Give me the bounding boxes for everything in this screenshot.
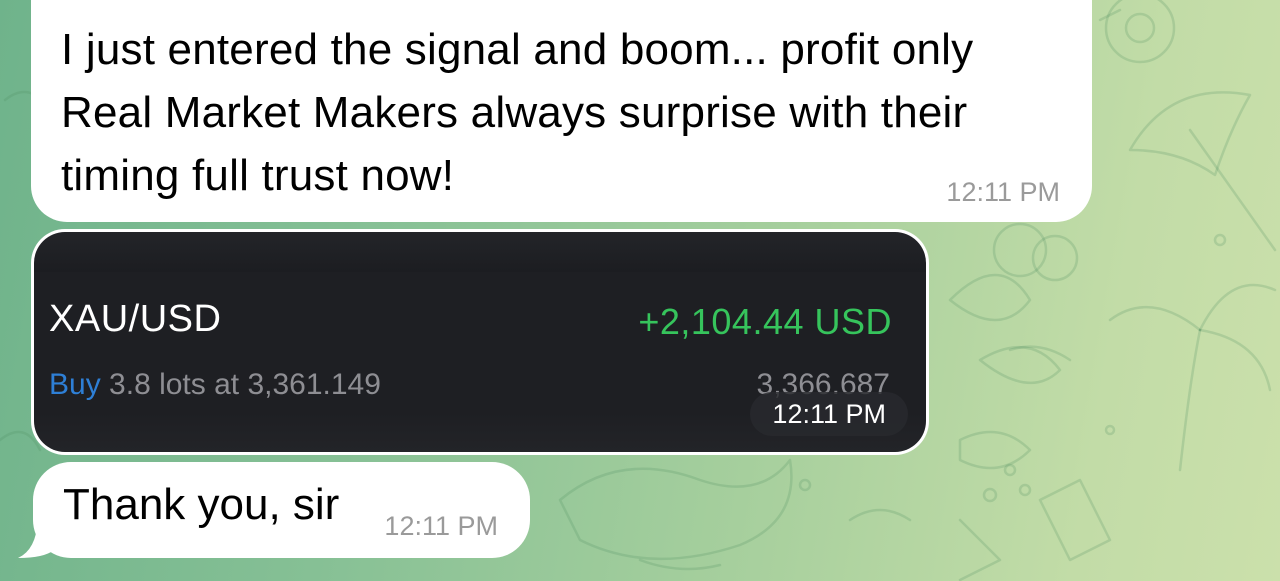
fish-icon: [958, 430, 1112, 581]
message-text: Thank you, sir: [63, 480, 340, 529]
leaf-icon: [948, 273, 1072, 385]
palm-tree-icon: [992, 222, 1277, 472]
umbrella-icon: [1128, 91, 1277, 252]
message-text: I just entered the signal and boom... pr…: [61, 25, 974, 200]
trade-details: Buy 3.8 lots at 3,361.149: [49, 368, 381, 402]
trade-lots-price: 3.8 lots at 3,361.149: [109, 368, 381, 401]
trade-side: Buy: [49, 368, 101, 401]
message-bubble[interactable]: I just entered the signal and boom... pr…: [31, 0, 1092, 222]
message-timestamp: 12:11 PM: [384, 511, 498, 541]
message-bubble[interactable]: Thank you, sir 12:11 PM: [33, 462, 530, 558]
image-timestamp: 12:11 PM: [750, 392, 908, 436]
billiard-ball-icon: [1104, 0, 1176, 64]
trade-profit: +2,104.44 USD: [638, 301, 892, 342]
image-message[interactable]: XAU/USD +2,104.44 USD Buy 3.8 lots at 3,…: [31, 229, 929, 455]
message-timestamp: 12:11 PM: [946, 177, 1060, 207]
trade-card: XAU/USD +2,104.44 USD Buy 3.8 lots at 3,…: [34, 232, 926, 452]
trade-row-background: [34, 272, 926, 412]
trade-symbol: XAU/USD: [49, 298, 222, 340]
whale-icon: [558, 458, 912, 571]
